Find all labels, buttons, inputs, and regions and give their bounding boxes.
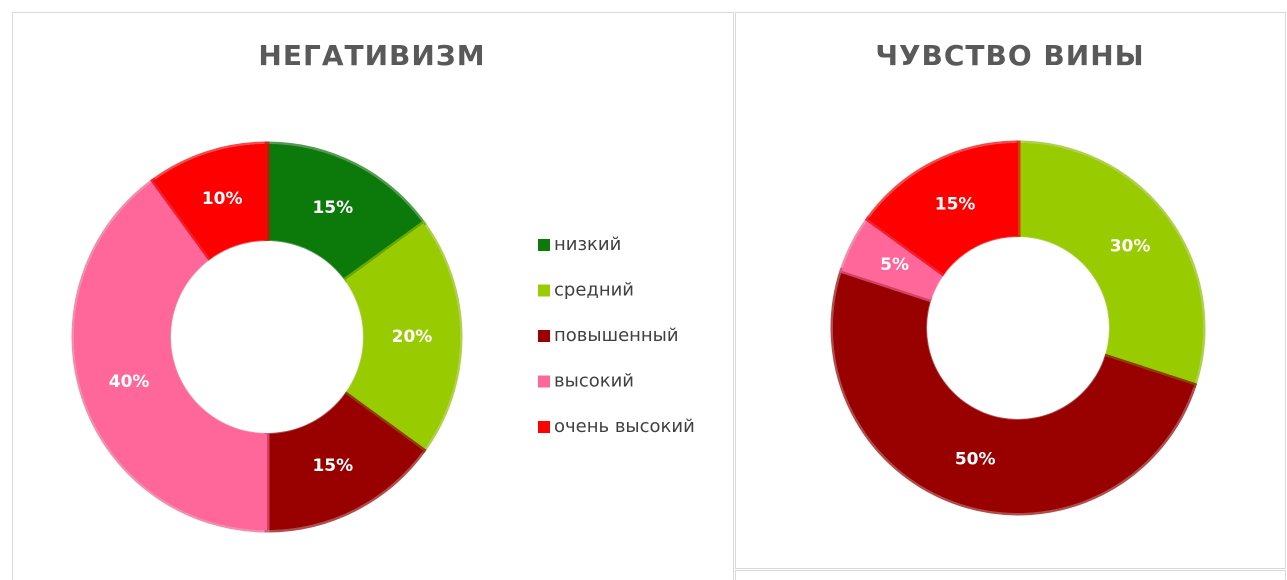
chart-title: НЕГАТИВИЗМ xyxy=(258,39,485,72)
donut-hole xyxy=(171,241,363,433)
legend-label: повышенный xyxy=(554,325,679,346)
legend-swatch xyxy=(538,284,550,297)
chart-title: ЧУВСТВО ВИНЫ xyxy=(875,39,1144,72)
data-label: 10% xyxy=(202,189,243,209)
data-label: 15% xyxy=(312,456,353,476)
legend-label: очень высокий xyxy=(554,416,695,437)
data-label: 15% xyxy=(935,195,976,215)
legend-label: средний xyxy=(554,280,634,301)
legend-swatch xyxy=(538,330,550,342)
panel-below xyxy=(735,570,1286,580)
legend-label: низкий xyxy=(554,234,621,255)
legend-swatch xyxy=(538,239,550,251)
data-label: 30% xyxy=(1110,237,1151,257)
data-label: 5% xyxy=(880,255,909,275)
data-label: 20% xyxy=(392,327,433,347)
legend-swatch xyxy=(538,421,550,433)
legend-label: высокий xyxy=(554,371,634,392)
data-label: 50% xyxy=(955,450,996,470)
data-label: 40% xyxy=(109,372,150,392)
legend-swatch xyxy=(538,375,550,388)
donut-hole xyxy=(927,237,1109,419)
data-label: 15% xyxy=(312,198,353,218)
